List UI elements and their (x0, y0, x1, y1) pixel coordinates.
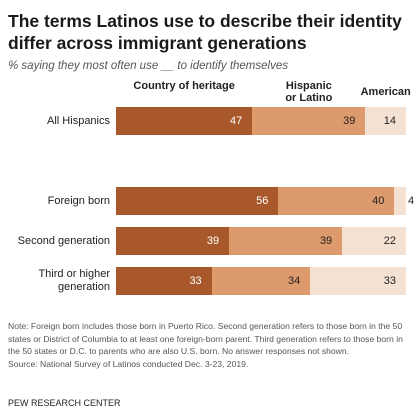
legend-american: American (360, 86, 411, 98)
value-label-all-hispanics-hispanic-or-latino: 39 (343, 115, 356, 127)
row-label-foreign-born: Foreign born (47, 194, 110, 207)
legend-country-of-heritage: Country of heritage (133, 80, 235, 92)
value-label-second-generation-hispanic-or-latino: 39 (319, 235, 333, 247)
bar-all-hispanics-country-of-heritage (116, 107, 253, 135)
chart-title: The terms Latinos use to describe their … (8, 11, 402, 53)
bar-all-hispanics-american (365, 107, 406, 135)
bar-third-or-higher-generation-hispanic-or-latino (211, 267, 311, 295)
bar-foreign-born-country-of-heritage (116, 187, 279, 215)
value-label-third-or-higher-generation-country-of-heritage: 33 (189, 275, 202, 287)
row-label-all-hispanics: All Hispanics (47, 114, 110, 127)
bar-third-or-higher-generation-american (310, 267, 406, 295)
value-label-all-hispanics-american: 14 (383, 115, 396, 127)
chart-subtitle: % saying they most often use __ to ident… (8, 60, 288, 72)
note-text: Note: Foreign born includes those born i… (8, 321, 403, 357)
bar-foreign-born-american (394, 187, 406, 215)
value-label-foreign-born-hispanic-or-latino: 40 (372, 195, 385, 207)
row-label-second-generation: Second generation (17, 234, 110, 247)
bar-second-generation-hispanic-or-latino (229, 227, 343, 255)
value-label-all-hispanics-country-of-heritage: 47 (230, 115, 243, 127)
bar-foreign-born-hispanic-or-latino (278, 187, 395, 215)
value-label-second-generation-country-of-heritage: 39 (206, 235, 220, 247)
source-text: Source: National Survey of Latinos condu… (8, 358, 249, 369)
bar-third-or-higher-generation-country-of-heritage (116, 267, 212, 295)
legend-hispanic-or-latino: Hispanic or Latino (285, 80, 333, 104)
bar-second-generation-american (342, 227, 406, 255)
value-label-foreign-born-american: 4 (408, 195, 415, 207)
row-label-third-or-higher-generation: Third or higher generation (38, 268, 110, 293)
chart-note: Note: Foreign born includes those born i… (8, 320, 414, 370)
footer-credit: PEW RESEARCH CENTER (8, 398, 121, 408)
value-label-second-generation-american: 22 (383, 235, 396, 247)
value-label-third-or-higher-generation-american: 33 (383, 275, 396, 287)
value-label-foreign-born-country-of-heritage: 56 (256, 195, 269, 207)
bar-second-generation-country-of-heritage (116, 227, 230, 255)
value-label-third-or-higher-generation-hispanic-or-latino: 34 (288, 275, 301, 287)
bar-all-hispanics-hispanic-or-latino (252, 107, 366, 135)
